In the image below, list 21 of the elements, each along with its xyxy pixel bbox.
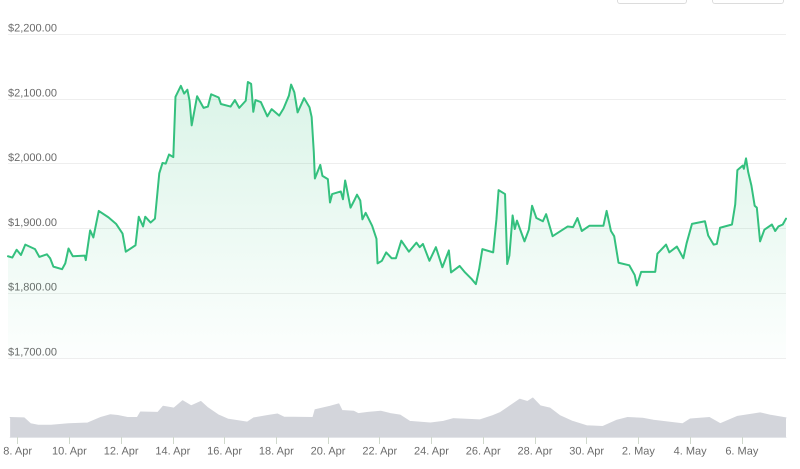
- x-tick-label: 26. Apr: [466, 446, 501, 458]
- y-tick-label: $2,100.00: [8, 87, 57, 100]
- x-tick-label: 2. May: [622, 446, 656, 458]
- x-tick-label: 18. Apr: [258, 446, 294, 458]
- x-tick-label: 16. Apr: [207, 446, 242, 458]
- x-tick-label: 4. May: [674, 446, 708, 458]
- x-tick-label: 6. May: [725, 446, 759, 458]
- x-tick-label: 28. Apr: [517, 446, 553, 458]
- y-tick-label: $2,200.00: [8, 22, 57, 34]
- y-tick-label: $2,000.00: [8, 152, 57, 164]
- x-tick-label: 12. Apr: [104, 446, 139, 458]
- y-tick-label: $1,700.00: [8, 346, 57, 358]
- x-tick-label: 22. Apr: [362, 446, 398, 458]
- x-tick-label: 20. Apr: [310, 446, 346, 458]
- x-tick-label: 24. Apr: [414, 446, 450, 458]
- x-tick-label: 14. Apr: [155, 446, 191, 458]
- x-tick-label: 8. Apr: [3, 446, 32, 458]
- x-tick-label: 30. Apr: [569, 446, 604, 458]
- y-tick-label: $1,800.00: [8, 282, 57, 294]
- x-tick-label: 10. Apr: [52, 446, 88, 458]
- y-tick-label: $1,900.00: [8, 216, 57, 229]
